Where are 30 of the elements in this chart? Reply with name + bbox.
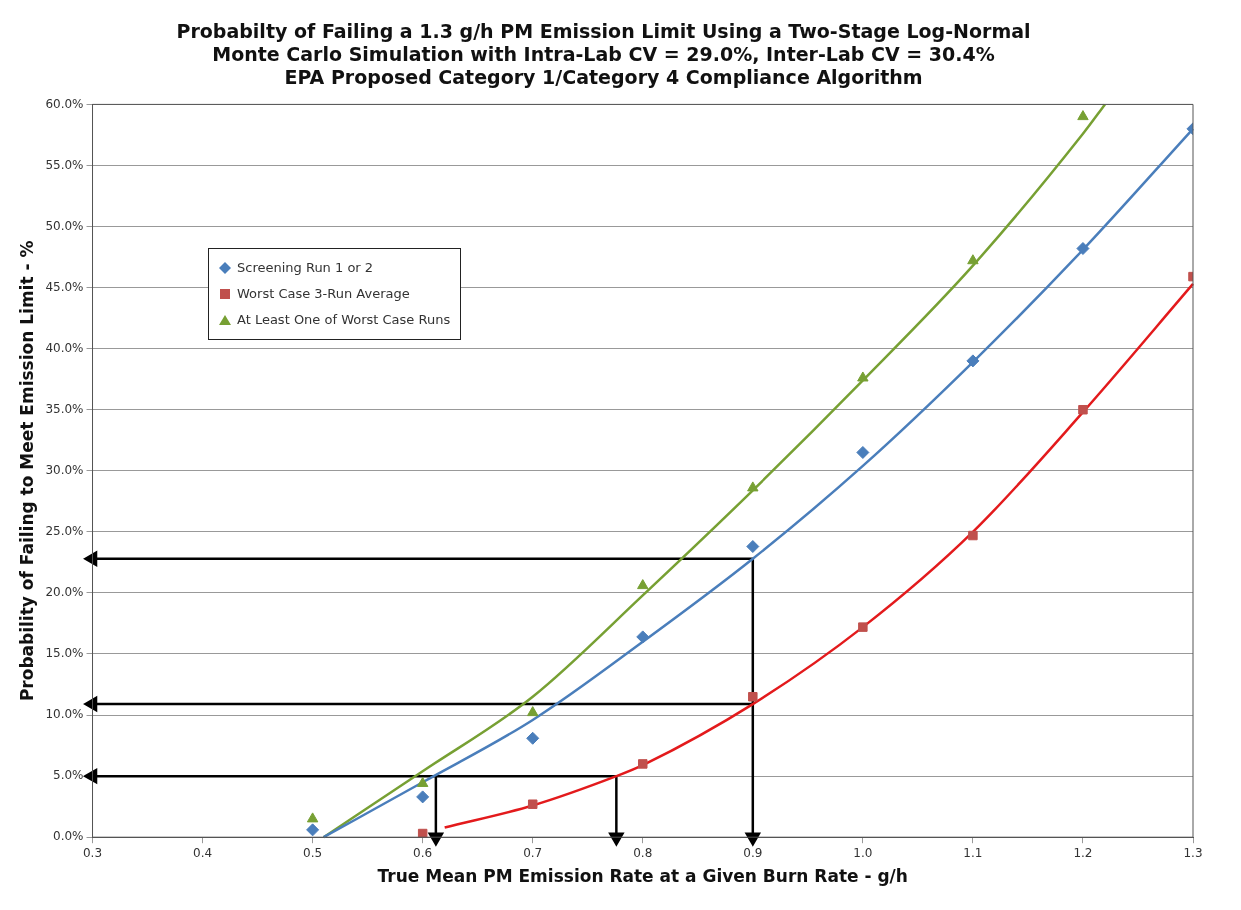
- y-tick-label: 20.0%: [45, 585, 84, 600]
- x-tick-label: 1.1: [963, 845, 983, 860]
- y-tick-label: 55.0%: [45, 157, 84, 172]
- legend-label: Screening Run 1 or 2: [237, 259, 374, 277]
- y-axis-title: Probability of Failing to Meet Emission Limit - %: [16, 240, 37, 702]
- y-tick-label: 5.0%: [53, 768, 84, 783]
- x-tick-label: 0.5: [303, 845, 323, 860]
- legend-label: At Least One of Worst Case Runs: [237, 311, 451, 329]
- y-tick-label: 50.0%: [45, 218, 84, 233]
- y-tick-label: 10.0%: [45, 707, 84, 722]
- x-tick-label: 0.9: [743, 845, 763, 860]
- x-tick-label: 1.2: [1073, 845, 1093, 860]
- y-tick-label: 60.0%: [45, 96, 84, 111]
- x-tick-label: 1.0: [853, 845, 873, 860]
- y-tick-label: 40.0%: [45, 340, 84, 355]
- x-tick-label: 0.4: [193, 845, 213, 860]
- y-tick-label: 30.0%: [45, 462, 84, 477]
- legend-label: Worst Case 3-Run Average: [237, 285, 410, 303]
- y-tick-label: 45.0%: [45, 279, 84, 294]
- y-tick-label: 0.0%: [53, 829, 84, 844]
- x-tick-label: 0.6: [413, 845, 433, 860]
- x-tick-label: 1.3: [1183, 845, 1203, 860]
- y-tick-label: 25.0%: [45, 523, 84, 538]
- x-tick-label: 0.8: [633, 845, 653, 860]
- y-tick-label: 15.0%: [45, 646, 84, 661]
- x-axis-title: True Mean PM Emission Rate at a Given Burn Rate - g/h: [377, 866, 908, 887]
- x-tick-label: 0.3: [82, 845, 103, 860]
- x-tick-label: 0.7: [523, 845, 543, 860]
- chart-title: Probabilty of Failing a 1.3 g/h PM Emission Limit Using a Two-Stage Log-Normal Monte Carlo Simulation with Intra-Lab CV = 29.0%, Inter-Lab CV = 30.4% EPA Proposed Category 1/Category 4 Compliance Algorithm: [176, 20, 1031, 88]
- y-tick-label: 35.0%: [45, 401, 84, 416]
